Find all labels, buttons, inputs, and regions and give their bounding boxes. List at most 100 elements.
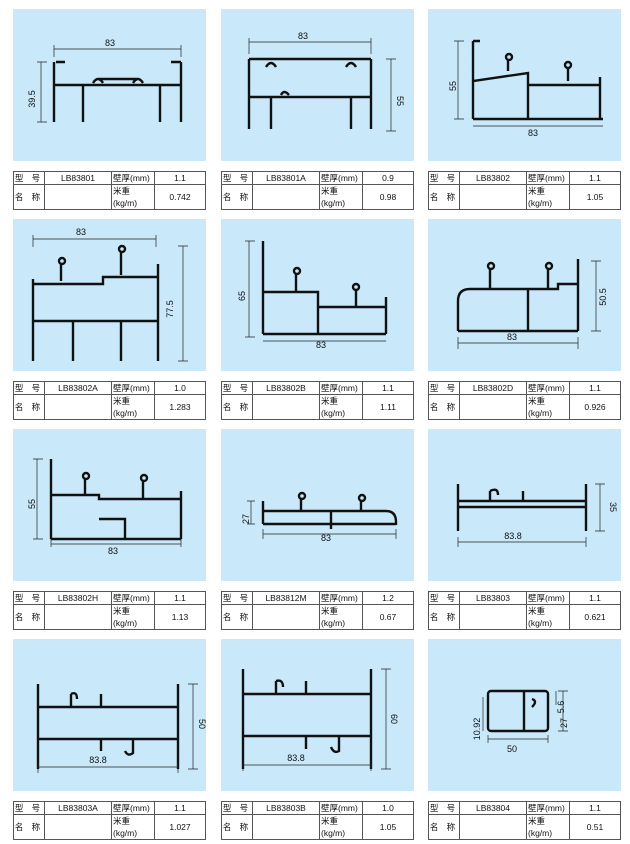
weight-label: 米重(kg/m) bbox=[319, 394, 363, 420]
thickness-value: 0.9 bbox=[362, 171, 414, 185]
profile-drawing: 83 55 bbox=[428, 9, 621, 161]
name-label: 名 称 bbox=[428, 184, 460, 210]
name-value bbox=[252, 184, 320, 210]
dimension-label: 83.8 bbox=[504, 531, 522, 541]
model-label: 型 号 bbox=[428, 801, 460, 815]
weight-label: 米重(kg/m) bbox=[526, 394, 570, 420]
dimension-label: 83 bbox=[507, 332, 517, 342]
thickness-value: 1.1 bbox=[154, 591, 206, 605]
spec-table: 型 号 LB83802 壁厚(mm) 1.1 名 称 米重(kg/m) 1.05 bbox=[428, 171, 621, 210]
spec-table: 型 号 LB83803B 壁厚(mm) 1.0 名 称 米重(kg/m) 1.0… bbox=[221, 801, 414, 840]
table-row: 名 称 米重(kg/m) 1.05 bbox=[221, 814, 414, 840]
name-label: 名 称 bbox=[428, 814, 460, 840]
table-row: 型 号 LB83812M 壁厚(mm) 1.2 bbox=[221, 591, 414, 605]
table-row: 名 称 米重(kg/m) 1.283 bbox=[13, 394, 206, 420]
name-value bbox=[459, 814, 527, 840]
weight-label: 米重(kg/m) bbox=[111, 604, 155, 630]
dimension-line bbox=[457, 260, 601, 349]
spec-table: 型 号 LB83802B 壁厚(mm) 1.1 名 称 米重(kg/m) 1.1… bbox=[221, 381, 414, 420]
weight-value: 1.13 bbox=[154, 604, 206, 630]
profile-drawing: 83.8 60 bbox=[221, 639, 414, 791]
name-label: 名 称 bbox=[221, 814, 253, 840]
spec-table: 型 号 LB83801 壁厚(mm) 1.1 名 称 米重(kg/m) 0.74… bbox=[13, 171, 206, 210]
table-row: 名 称 米重(kg/m) 1.05 bbox=[428, 184, 621, 210]
profile-drawing: 83 27 bbox=[221, 429, 414, 581]
table-row: 型 号 LB83803 壁厚(mm) 1.1 bbox=[428, 591, 621, 605]
dimension-label: 83 bbox=[321, 533, 331, 543]
dimension-label: 5.6 bbox=[556, 701, 566, 714]
name-label: 名 称 bbox=[13, 814, 45, 840]
model-label: 型 号 bbox=[428, 381, 460, 395]
profile-drawing: 83 55 bbox=[13, 429, 206, 581]
thickness-value: 1.1 bbox=[154, 801, 206, 815]
profile-card: 50 27 10.92 5.6 型 号 LB83804 壁厚(mm) 1.1 名 称 … bbox=[428, 639, 621, 840]
dimension-label: 27 bbox=[559, 718, 569, 728]
profile-drawing: 83 55 bbox=[221, 9, 414, 161]
profile-drawing: 83 77.5 bbox=[13, 219, 206, 371]
thickness-label: 壁厚(mm) bbox=[526, 171, 570, 185]
profile-card: 83.8 35 型 号 LB83803 壁厚(mm) 1.1 名 称 米重(kg/… bbox=[428, 429, 621, 630]
table-row: 型 号 LB83802D 壁厚(mm) 1.1 bbox=[428, 381, 621, 395]
profile-drawing: 83 50.5 bbox=[428, 219, 621, 371]
thickness-value: 1.1 bbox=[569, 591, 621, 605]
profile-drawing: 50 27 10.92 5.6 bbox=[428, 639, 621, 791]
weight-value: 1.283 bbox=[154, 394, 206, 420]
profile-card: 83.8 50 型 号 LB83803A 壁厚(mm) 1.1 名 称 米重(kg… bbox=[13, 639, 206, 840]
name-value bbox=[44, 604, 112, 630]
profile-outline bbox=[49, 459, 183, 541]
profile-outline bbox=[31, 244, 160, 361]
dimension-line bbox=[454, 40, 603, 127]
name-label: 名 称 bbox=[13, 184, 45, 210]
dimension-label: 10.92 bbox=[472, 718, 482, 741]
profile-outline bbox=[36, 684, 180, 769]
model-label: 型 号 bbox=[221, 171, 253, 185]
model-label: 型 号 bbox=[428, 591, 460, 605]
dimension-label: 83 bbox=[105, 38, 115, 48]
weight-label: 米重(kg/m) bbox=[111, 814, 155, 840]
dimension-label: 83.8 bbox=[89, 755, 107, 765]
table-row: 型 号 LB83803B 壁厚(mm) 1.0 bbox=[221, 801, 414, 815]
thickness-label: 壁厚(mm) bbox=[111, 381, 155, 395]
name-label: 名 称 bbox=[221, 184, 253, 210]
table-row: 名 称 米重(kg/m) 0.67 bbox=[221, 604, 414, 630]
name-value bbox=[252, 814, 320, 840]
model-value: LB83804 bbox=[459, 801, 527, 815]
name-value bbox=[44, 394, 112, 420]
table-row: 名 称 米重(kg/m) 0.98 bbox=[221, 184, 414, 210]
model-value: LB83801 bbox=[44, 171, 112, 185]
dimension-label: 55 bbox=[448, 81, 458, 91]
dimension-label: 83 bbox=[316, 340, 326, 350]
weight-value: 0.51 bbox=[569, 814, 621, 840]
table-row: 名 称 米重(kg/m) 1.027 bbox=[13, 814, 206, 840]
thickness-label: 壁厚(mm) bbox=[111, 801, 155, 815]
profile-outline bbox=[486, 689, 550, 733]
model-value: LB83802H bbox=[44, 591, 112, 605]
profile-card: 83 55 型 号 LB83802H 壁厚(mm) 1.1 名 称 米重(kg/m… bbox=[13, 429, 206, 630]
dimension-label: 83 bbox=[298, 31, 308, 41]
name-value bbox=[252, 604, 320, 630]
name-value bbox=[252, 394, 320, 420]
name-label: 名 称 bbox=[13, 604, 45, 630]
dimension-line bbox=[457, 483, 605, 547]
model-value: LB83803B bbox=[252, 801, 320, 815]
profile-card: 83 55 型 号 LB83802 壁厚(mm) 1.1 名 称 米重(kg/m)… bbox=[428, 9, 621, 210]
dimension-label: 39.5 bbox=[27, 90, 37, 108]
profile-card: 83 39.5 型 号 LB83801 壁厚(mm) 1.1 名 称 米重(kg/… bbox=[13, 9, 206, 210]
dimension-label: 50 bbox=[197, 719, 206, 729]
table-row: 型 号 LB83802 壁厚(mm) 1.1 bbox=[428, 171, 621, 185]
profile-card: 83 50.5 型 号 LB83802D 壁厚(mm) 1.1 名 称 米重(kg… bbox=[428, 219, 621, 420]
dimension-line bbox=[37, 45, 182, 123]
name-value bbox=[459, 184, 527, 210]
profile-drawing: 83 39.5 bbox=[13, 9, 206, 161]
dimension-line bbox=[242, 668, 391, 771]
dimension-label: 83.8 bbox=[287, 753, 305, 763]
weight-value: 0.926 bbox=[569, 394, 621, 420]
dimension-line bbox=[248, 38, 396, 132]
spec-table: 型 号 LB83803A 壁厚(mm) 1.1 名 称 米重(kg/m) 1.0… bbox=[13, 801, 206, 840]
name-label: 名 称 bbox=[428, 394, 460, 420]
profile-drawing: 83.8 35 bbox=[428, 429, 621, 581]
weight-value: 0.742 bbox=[154, 184, 206, 210]
model-value: LB83802 bbox=[459, 171, 527, 185]
model-label: 型 号 bbox=[428, 171, 460, 185]
table-row: 型 号 LB83802H 壁厚(mm) 1.1 bbox=[13, 591, 206, 605]
